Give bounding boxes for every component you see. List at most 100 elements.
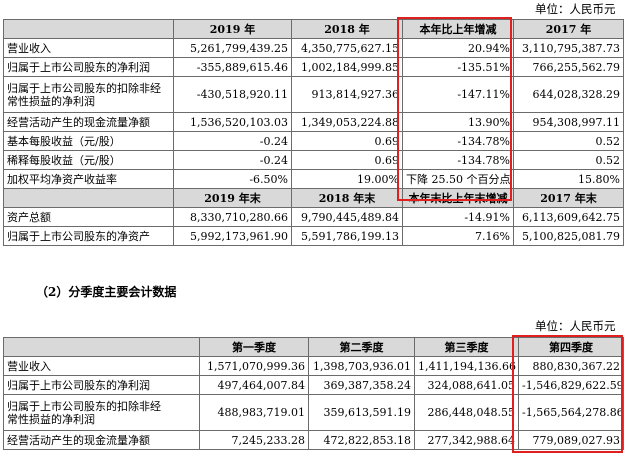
table-row: 营业收入 1,571,070,999.36 1,398,703,936.01 1…: [3, 356, 624, 376]
table-row: 加权平均净资产收益率 -6.50% 19.00% 下降 25.50 个百分点 1…: [3, 169, 624, 189]
value-2017: 0.52: [513, 150, 624, 170]
value-2019: -430,518,920.11: [173, 76, 292, 113]
value-q4: 880,830,367.22: [518, 356, 624, 376]
value-2018: 5,591,786,199.13: [291, 226, 403, 246]
value-change: 7.16%: [402, 226, 514, 246]
table-row: 经营活动产生的现金流量净额 7,245,233.28 472,822,853.1…: [3, 430, 624, 450]
table1-header2-2017: 2017 年末: [513, 188, 624, 208]
value-2018: 1,002,184,999.85: [291, 57, 403, 77]
value-change: -134.78%: [402, 131, 514, 151]
value-2017: 766,255,562.79: [513, 57, 624, 77]
value-change: -147.11%: [402, 76, 514, 113]
table2-header-row: 第一季度 第二季度 第三季度 第四季度: [3, 337, 624, 357]
value-q3: 324,088,641.05: [414, 375, 519, 395]
table-row: 经营活动产生的现金流量净额 1,536,520,103.03 1,349,053…: [3, 112, 624, 132]
table-row: 营业收入 5,261,799,439.25 4,350,775,627.15 2…: [3, 38, 624, 58]
value-2017: 954,308,997.11: [513, 112, 624, 132]
value-2018: 0.69: [291, 131, 403, 151]
row-label-line2: 常性损益的净利润: [7, 412, 95, 426]
value-2017: 5,100,825,081.79: [513, 226, 624, 246]
value-2019: -0.24: [173, 131, 292, 151]
unit-label-top: 单位：人民币元: [535, 2, 616, 16]
section-title-quarterly: （2）分季度主要会计数据: [36, 285, 177, 299]
value-q2: 369,387,358.24: [308, 375, 415, 395]
table1-header-row-2: 2019 年末 2018 年末 本年末比上年末增减 2017 年末: [3, 188, 624, 208]
row-label: 基本每股收益（元/股）: [3, 131, 174, 151]
value-q1: 488,983,719.01: [199, 394, 309, 431]
row-label: 加权平均净资产收益率: [3, 169, 174, 189]
table-row: 归属于上市公司股东的净利润 -355,889,615.46 1,002,184,…: [3, 57, 624, 77]
row-label: 经营活动产生的现金流量净额: [3, 112, 174, 132]
row-label-line1: 归属于上市公司股东的扣除非经: [7, 81, 161, 95]
value-2019: -6.50%: [173, 169, 292, 189]
value-2017: 3,110,795,387.73: [513, 38, 624, 58]
table1-header2-2018: 2018 年末: [291, 188, 403, 208]
table1-header2-blank: [3, 188, 174, 208]
table2-header-q2: 第二季度: [308, 337, 415, 357]
value-q2: 472,822,853.18: [308, 430, 415, 450]
row-label-line2: 常性损益的净利润: [7, 94, 95, 108]
value-2019: 1,536,520,103.03: [173, 112, 292, 132]
table1-header2-2019: 2019 年末: [173, 188, 292, 208]
table-row: 归属于上市公司股东的扣除非经 常性损益的净利润 -430,518,920.11 …: [3, 76, 624, 113]
table2-header-blank: [3, 337, 200, 357]
row-label: 营业收入: [3, 356, 200, 376]
table1-header2-change: 本年末比上年末增减: [402, 188, 514, 208]
value-2018: 9,790,445,489.84: [291, 207, 403, 227]
value-2019: 8,330,710,280.66: [173, 207, 292, 227]
table2-header-q3: 第三季度: [414, 337, 519, 357]
value-2017: 0.52: [513, 131, 624, 151]
value-q4: 779,089,027.93: [518, 430, 624, 450]
value-2018: 4,350,775,627.15: [291, 38, 403, 58]
value-change: -134.78%: [402, 150, 514, 170]
value-2019: 5,992,173,961.90: [173, 226, 292, 246]
value-q3: 277,342,988.64: [414, 430, 519, 450]
table1-header-2019: 2019 年: [173, 19, 292, 39]
row-label: 归属于上市公司股东的净资产: [3, 226, 174, 246]
value-2017: 644,028,328.29: [513, 76, 624, 113]
table1-header-2018: 2018 年: [291, 19, 403, 39]
value-change: 20.94%: [402, 38, 514, 58]
quarterly-data-table: 第一季度 第二季度 第三季度 第四季度 营业收入 1,571,070,999.3…: [3, 337, 624, 450]
table-row: 稀释每股收益（元/股） -0.24 0.69 -134.78% 0.52: [3, 150, 624, 170]
table-row: 归属于上市公司股东的净利润 497,464,007.84 369,387,358…: [3, 375, 624, 395]
value-q4: -1,565,564,278.86: [518, 394, 624, 431]
row-label: 归属于上市公司股东的净利润: [3, 57, 174, 77]
value-change: -14.91%: [402, 207, 514, 227]
value-q4: -1,546,829,622.59: [518, 375, 624, 395]
value-q1: 1,571,070,999.36: [199, 356, 309, 376]
table-row: 资产总额 8,330,710,280.66 9,790,445,489.84 -…: [3, 207, 624, 227]
row-label: 归属于上市公司股东的扣除非经 常性损益的净利润: [3, 394, 200, 431]
table2-header-q4: 第四季度: [518, 337, 624, 357]
row-label: 归属于上市公司股东的扣除非经 常性损益的净利润: [3, 76, 174, 113]
value-change: -135.51%: [402, 57, 514, 77]
table-row: 归属于上市公司股东的净资产 5,992,173,961.90 5,591,786…: [3, 226, 624, 246]
value-q1: 497,464,007.84: [199, 375, 309, 395]
value-2018: 1,349,053,224.88: [291, 112, 403, 132]
value-2017: 15.80%: [513, 169, 624, 189]
value-2018: 913,814,927.36: [291, 76, 403, 113]
row-label: 经营活动产生的现金流量净额: [3, 430, 200, 450]
table-row: 基本每股收益（元/股） -0.24 0.69 -134.78% 0.52: [3, 131, 624, 151]
table-row: 归属于上市公司股东的扣除非经 常性损益的净利润 488,983,719.01 3…: [3, 394, 624, 431]
unit-label-quarterly: 单位：人民币元: [535, 319, 616, 333]
value-2018: 0.69: [291, 150, 403, 170]
value-q2: 359,613,591.19: [308, 394, 415, 431]
annual-data-table: 2019 年 2018 年 本年比上年增减 2017 年 营业收入 5,261,…: [3, 19, 624, 246]
row-label: 营业收入: [3, 38, 174, 58]
table2-header-q1: 第一季度: [199, 337, 309, 357]
value-2018: 19.00%: [291, 169, 403, 189]
row-label-line1: 归属于上市公司股东的扣除非经: [7, 399, 161, 413]
value-2017: 6,113,609,642.75: [513, 207, 624, 227]
value-2019: -0.24: [173, 150, 292, 170]
row-label: 资产总额: [3, 207, 174, 227]
value-q2: 1,398,703,936.01: [308, 356, 415, 376]
value-change: 13.90%: [402, 112, 514, 132]
value-q3: 286,448,048.55: [414, 394, 519, 431]
value-q3: 1,411,194,136.66: [414, 356, 519, 376]
table1-header-row: 2019 年 2018 年 本年比上年增减 2017 年: [3, 19, 624, 39]
table1-header-2017: 2017 年: [513, 19, 624, 39]
row-label: 稀释每股收益（元/股）: [3, 150, 174, 170]
row-label: 归属于上市公司股东的净利润: [3, 375, 200, 395]
value-2019: 5,261,799,439.25: [173, 38, 292, 58]
